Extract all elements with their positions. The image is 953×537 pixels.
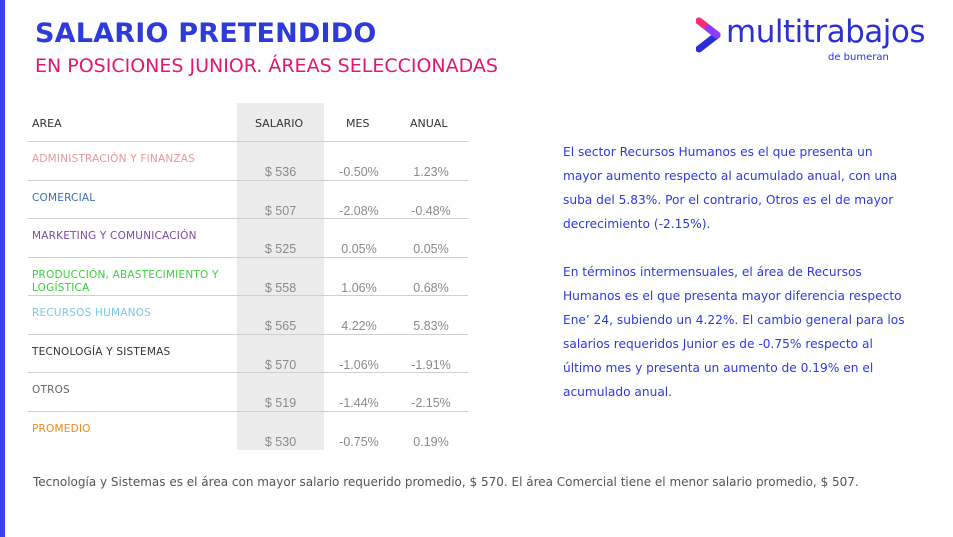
row-mes: -0.50% [339, 165, 379, 179]
table-row: PRODUCCIÓN, ABASTECIMIENTO Y LOGÍSTICA $ … [28, 256, 468, 295]
row-divider [28, 218, 468, 219]
row-mes: -0.75% [339, 434, 379, 449]
row-anual: 0.19% [413, 434, 449, 449]
salary-column-shading [237, 103, 324, 450]
row-anual: -1.91% [411, 357, 451, 372]
col-header-salario: SALARIO [255, 117, 304, 130]
row-area-label: PROMEDIO [32, 422, 91, 435]
row-divider [28, 333, 468, 335]
row-divider [28, 372, 468, 373]
row-divider [28, 141, 468, 142]
row-anual: -0.48% [411, 203, 451, 218]
logo-chevron-icon [696, 17, 721, 53]
row-mes: -1.44% [339, 396, 379, 410]
col-header-mes: MES [346, 117, 370, 130]
logo-wordmark: multitrabajos [726, 14, 926, 50]
row-mes: 1.06% [341, 280, 377, 295]
row-salario: $ 570 [264, 357, 297, 372]
row-salario: $ 530 [264, 434, 297, 449]
multitrabajos-logo: multitrabajos de bumeran [696, 14, 946, 68]
col-header-area: AREA [32, 117, 62, 130]
table-row: TECNOLOGÍA Y SISTEMAS $ 570 -1.06% -1.91% [28, 333, 468, 372]
row-mes: 0.05% [341, 242, 377, 256]
page-subtitle: EN POSICIONES JUNIOR. ÁREAS SELECCIONADA… [35, 55, 498, 77]
row-area-label: PRODUCCIÓN, ABASTECIMIENTO Y LOGÍSTICA [32, 268, 219, 294]
row-area-label: OTROS [32, 384, 70, 396]
page-title: SALARIO PRETENDIDO [35, 18, 377, 49]
row-mes: -2.08% [339, 203, 379, 218]
table-row: RECURSOS HUMANOS $ 565 4.22% 5.83% [28, 295, 468, 333]
row-salario: $ 525 [264, 242, 297, 256]
row-area-label: COMERCIAL [32, 191, 96, 204]
col-header-anual: ANUAL [410, 117, 448, 130]
table-row: COMERCIAL $ 507 -2.08% -0.48% [28, 179, 468, 218]
row-anual: 1.23% [413, 165, 449, 179]
table-row: OTROS $ 519 -1.44% -2.15% [28, 372, 468, 410]
row-mes: 4.22% [341, 319, 377, 333]
row-divider [28, 410, 468, 412]
row-salario: $ 558 [264, 280, 297, 295]
row-area-label: ADMINISTRACIÓN Y FINANZAS [32, 153, 196, 165]
row-anual: -2.15% [411, 396, 451, 410]
footer-note: Tecnología y Sistemas es el área con may… [33, 475, 859, 489]
row-mes: -1.06% [339, 357, 379, 372]
row-salario: $ 507 [264, 203, 297, 218]
analysis-paragraph-2: En términos intermensuales, el área de R… [563, 265, 905, 399]
row-divider [28, 295, 468, 296]
row-salario: $ 536 [264, 165, 297, 179]
row-area-label: RECURSOS HUMANOS [32, 307, 151, 319]
row-divider [28, 256, 468, 258]
table-row: PROMEDIO $ 530 -0.75% 0.19% [28, 410, 468, 449]
row-area-label: MARKETING Y COMUNICACIÓN [32, 230, 197, 242]
row-salario: $ 519 [264, 396, 297, 410]
table-row: ADMINISTRACIÓN Y FINANZAS $ 536 -0.50% 1.23… [28, 141, 468, 179]
analysis-text: El sector Recursos Humanos es el que pre… [563, 140, 908, 428]
logo-subtext: de bumeran [828, 52, 889, 63]
salary-table: AREA SALARIO MES ANUAL ADMINISTRACIÓN Y … [28, 103, 468, 450]
row-area-label: TECNOLOGÍA Y SISTEMAS [32, 345, 171, 358]
analysis-paragraph-1: El sector Recursos Humanos es el que pre… [563, 145, 898, 231]
table-row: MARKETING Y COMUNICACIÓN $ 525 0.05% 0.05% [28, 218, 468, 256]
row-divider [28, 179, 468, 181]
row-anual: 0.68% [413, 280, 449, 295]
row-salario: $ 565 [264, 319, 297, 333]
row-anual: 0.05% [413, 242, 449, 256]
left-accent-bar [0, 0, 5, 537]
row-anual: 5.83% [413, 319, 449, 333]
